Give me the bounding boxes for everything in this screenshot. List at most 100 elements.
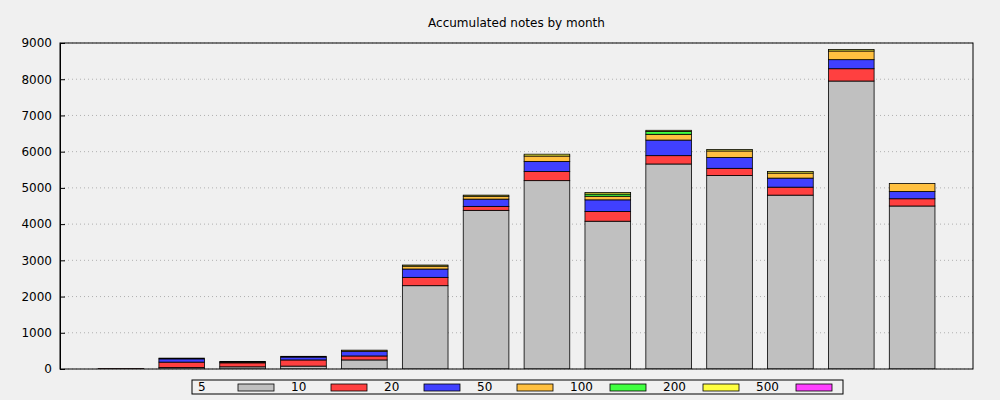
bar <box>463 210 509 369</box>
bar <box>768 187 814 195</box>
bar <box>707 149 753 150</box>
tick-mark <box>60 43 65 44</box>
tick-mark <box>60 369 65 370</box>
series <box>159 81 935 369</box>
bar <box>220 361 266 362</box>
legend-label: 10 <box>291 380 306 394</box>
bar <box>463 199 509 206</box>
bar <box>463 196 509 199</box>
tick: 7000 <box>21 109 65 123</box>
tick-mark <box>60 152 65 153</box>
bar <box>342 350 388 351</box>
bar <box>828 69 874 81</box>
bar <box>220 363 266 367</box>
bar <box>159 358 205 359</box>
plot-area <box>60 43 973 369</box>
bar <box>889 183 935 184</box>
bar <box>402 269 448 277</box>
tick: 0 <box>44 362 65 376</box>
bar <box>646 156 692 164</box>
tick-label: 5000 <box>21 181 52 195</box>
bar <box>585 196 631 200</box>
tick-label: 3000 <box>21 254 52 268</box>
tick-mark <box>60 79 65 80</box>
bar <box>220 361 266 362</box>
bar <box>524 156 570 161</box>
bar <box>585 192 631 193</box>
legend-label: 500 <box>756 380 779 394</box>
bar <box>281 356 327 357</box>
bar <box>707 149 753 150</box>
bar <box>342 350 388 351</box>
series <box>159 60 935 363</box>
y-axis: 0100020003000400050006000700080009000 <box>21 36 65 376</box>
bar <box>889 183 935 184</box>
bar <box>646 130 692 131</box>
bar <box>585 221 631 369</box>
legend-swatch <box>796 384 832 391</box>
bar <box>159 358 205 360</box>
bar <box>646 130 692 131</box>
bar <box>281 360 327 366</box>
bar <box>220 361 266 363</box>
bar <box>463 195 509 196</box>
series <box>98 69 935 369</box>
bar <box>342 360 388 369</box>
bar <box>402 265 448 266</box>
series <box>402 50 874 267</box>
bar <box>889 206 935 369</box>
bar <box>463 196 509 197</box>
bar <box>828 50 874 51</box>
legend-label: 200 <box>663 380 686 394</box>
tick-label: 1000 <box>21 326 52 340</box>
tick: 3000 <box>21 254 65 268</box>
bar <box>768 172 814 173</box>
tick: 8000 <box>21 73 65 87</box>
bar <box>828 60 874 69</box>
bar <box>281 356 327 358</box>
bar <box>159 359 205 362</box>
legend-swatch <box>703 384 739 391</box>
axis-line <box>60 44 61 370</box>
bar <box>646 164 692 369</box>
bar <box>402 286 448 369</box>
bar <box>524 181 570 369</box>
bar <box>707 176 753 369</box>
tick: 5000 <box>21 181 65 195</box>
tick-mark <box>60 224 65 225</box>
bar <box>281 357 327 360</box>
bar <box>402 277 448 285</box>
tick-mark <box>60 297 65 298</box>
tick-label: 2000 <box>21 290 52 304</box>
bar <box>768 173 814 174</box>
bar <box>220 361 266 362</box>
bar <box>342 351 388 356</box>
bars <box>98 50 935 369</box>
series <box>159 51 935 362</box>
bar <box>646 134 692 140</box>
tick-label: 9000 <box>21 36 52 50</box>
bar <box>281 356 327 357</box>
bar <box>768 195 814 369</box>
tick: 2000 <box>21 290 65 304</box>
tick-mark <box>60 115 65 116</box>
legend-swatch <box>610 384 646 391</box>
plot-frame <box>60 43 973 369</box>
grid <box>60 43 973 369</box>
title: Accumulated notes by month <box>428 16 605 30</box>
tick-label: 8000 <box>21 73 52 87</box>
tick-mark <box>60 188 65 189</box>
bar <box>342 350 388 351</box>
bar <box>159 358 205 359</box>
bar <box>585 211 631 221</box>
bar <box>768 171 814 172</box>
bar <box>889 192 935 199</box>
legend-label: 5 <box>198 380 206 394</box>
bar <box>524 161 570 171</box>
legend: 5102050100200500 <box>192 380 843 394</box>
bar <box>768 178 814 187</box>
bar <box>342 350 388 351</box>
bar <box>402 265 448 266</box>
bar <box>524 154 570 155</box>
tick-label: 0 <box>44 362 52 376</box>
